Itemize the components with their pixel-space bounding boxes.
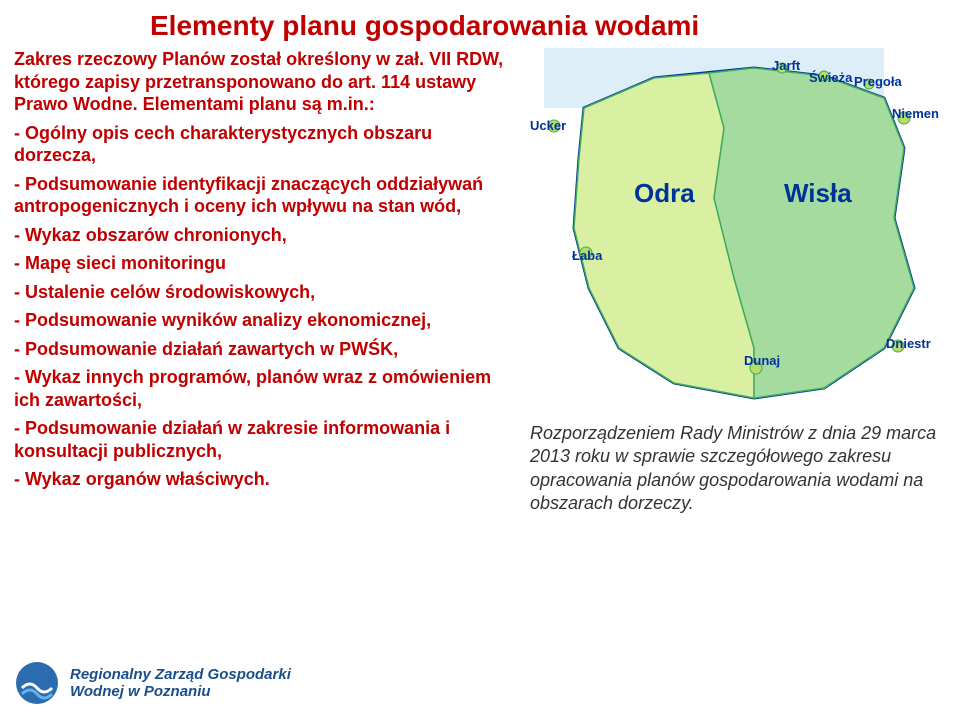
page-title: Elementy planu gospodarowania wodami [0,0,960,42]
footer-line2: Wodnej w Poznaniu [70,683,291,700]
bullet-item: - Wykaz organów właściwych. [14,468,514,491]
footer-logo: Regionalny Zarząd Gospodarki Wodnej w Po… [14,660,291,706]
bullet-item: - Wykaz obszarów chronionych, [14,224,514,247]
content-row: Zakres rzeczowy Planów został określony … [0,48,960,516]
map-label-pregola: Pregoła [854,74,902,89]
intro-text: Zakres rzeczowy Planów został określony … [14,48,514,116]
map-label-niemen: Niemen [892,106,939,121]
bullet-item: - Podsumowanie działań zawartych w PWŚK, [14,338,514,361]
bullet-item: - Podsumowanie wyników analizy ekonomicz… [14,309,514,332]
bullet-item: - Ogólny opis cech charakterystycznych o… [14,122,514,167]
bullet-list: - Ogólny opis cech charakterystycznych o… [14,122,514,491]
poland-map: UckerJarftŚwieżaPregołaNiemenOdraWisłaŁa… [524,48,934,408]
bullet-item: - Wykaz innych programów, planów wraz z … [14,366,514,411]
logo-icon [14,660,60,706]
footer-text: Regionalny Zarząd Gospodarki Wodnej w Po… [70,666,291,701]
map-label-odra: Odra [634,178,695,209]
map-svg [524,48,934,408]
left-col: Zakres rzeczowy Planów został określony … [14,48,524,516]
map-caption: Rozporządzeniem Rady Ministrów z dnia 29… [524,408,944,516]
map-label-wisla: Wisła [784,178,852,209]
map-label-ucker: Ucker [530,118,566,133]
map-label-dniestr: Dniestr [886,336,931,351]
map-label-swieza: Świeża [809,70,852,85]
map-label-dunaj: Dunaj [744,353,780,368]
bullet-item: - Podsumowanie działań w zakresie inform… [14,417,514,462]
footer-line1: Regionalny Zarząd Gospodarki [70,666,291,683]
bullet-item: - Ustalenie celów środowiskowych, [14,281,514,304]
bullet-item: - Mapę sieci monitoringu [14,252,514,275]
right-col: Ucker Jarft ŚwieżaPregoła Niemen Odra Wisła Ła… [524,48,944,516]
bullet-item: - Podsumowanie identyfikacji znaczących … [14,173,514,218]
map-label-laba: Łaba [572,248,602,263]
map-label-jarft: Jarft [772,58,800,73]
